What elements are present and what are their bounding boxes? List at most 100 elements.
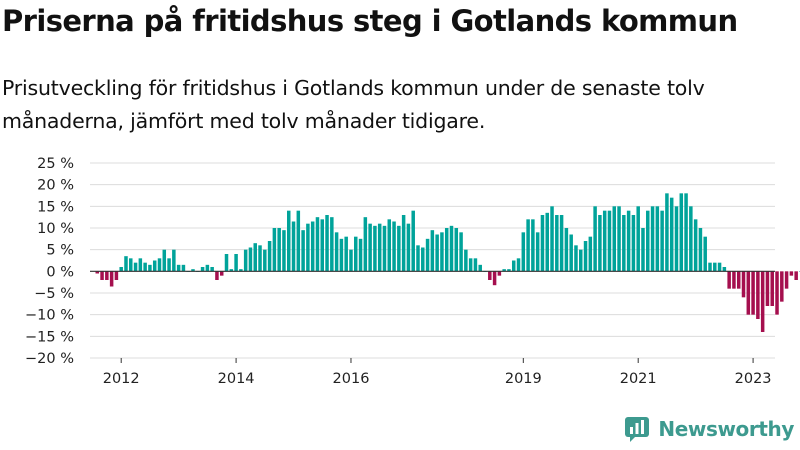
bar <box>296 210 301 272</box>
bar <box>698 228 703 272</box>
bar <box>124 256 128 272</box>
bar <box>258 245 262 272</box>
bar <box>717 262 722 272</box>
bar <box>95 271 100 274</box>
bar <box>607 210 612 272</box>
bar <box>215 271 219 280</box>
bar <box>540 215 545 272</box>
bar <box>181 264 186 272</box>
bar <box>780 271 784 302</box>
bar <box>172 249 176 272</box>
bar <box>674 206 679 272</box>
bar <box>334 232 339 272</box>
bar <box>239 269 243 272</box>
bar <box>641 228 645 272</box>
y-tick-label: −5 % <box>34 286 74 302</box>
y-tick-label: 0 % <box>46 264 74 280</box>
bar <box>765 271 770 306</box>
bar <box>253 243 257 272</box>
y-tick-label: −10 % <box>25 308 74 324</box>
bar <box>109 271 114 287</box>
x-tick-label: 2023 <box>735 371 772 387</box>
bar <box>646 210 650 272</box>
bar <box>416 245 420 272</box>
bar <box>430 230 435 272</box>
newsworthy-logo-text: Newsworthy <box>658 417 794 441</box>
bar <box>272 228 277 272</box>
bar <box>157 258 162 272</box>
bar <box>114 271 119 280</box>
bar <box>559 215 564 272</box>
bar <box>143 262 147 272</box>
bar <box>593 206 597 272</box>
bar <box>746 271 751 315</box>
bar <box>564 228 569 272</box>
bar <box>148 264 152 272</box>
bar <box>105 271 109 280</box>
bar <box>315 217 320 272</box>
bar <box>176 264 181 272</box>
x-tick-label: 2016 <box>333 371 370 387</box>
bar <box>478 264 482 272</box>
bar <box>397 225 401 272</box>
bar <box>770 271 774 306</box>
bar <box>693 219 698 272</box>
bar <box>751 271 755 315</box>
bar <box>411 210 415 272</box>
bar <box>358 238 363 272</box>
bar <box>392 221 396 272</box>
bar <box>579 249 583 272</box>
bar <box>459 232 463 272</box>
bar <box>713 262 717 272</box>
x-tick-label: 2019 <box>505 371 542 387</box>
bar <box>162 249 167 272</box>
bar <box>794 271 798 280</box>
bar <box>598 215 602 272</box>
bar <box>574 245 578 272</box>
bar-chart: 25 % 20 % 15 % 10 % 5 % 0 % −5 % −10 % −15 % −20 … <box>25 156 800 387</box>
bar <box>741 271 746 298</box>
bar <box>684 193 688 272</box>
bar <box>521 232 526 272</box>
bar <box>550 206 554 272</box>
bar <box>310 221 315 272</box>
bar <box>545 212 549 272</box>
bar <box>736 271 741 289</box>
bar <box>425 238 430 272</box>
bar <box>138 258 143 272</box>
bar <box>636 206 640 272</box>
y-tick-label: 10 % <box>37 221 74 237</box>
bar <box>516 258 521 272</box>
bar <box>401 215 406 272</box>
bar <box>531 219 535 272</box>
bar <box>100 271 104 280</box>
x-axis: 2012201420162019202120232025 <box>103 358 772 387</box>
bar <box>511 260 516 272</box>
bar <box>129 258 133 272</box>
bar <box>219 271 224 276</box>
bar <box>669 197 674 272</box>
bar <box>727 271 731 289</box>
bar <box>354 236 358 272</box>
bar <box>583 241 588 272</box>
bar <box>282 230 286 272</box>
bar <box>454 228 459 272</box>
y-axis: 25 % 20 % 15 % 10 % 5 % 0 % −5 % −10 % −15 % −20 … <box>25 156 74 367</box>
chart-subtitle: Prisutveckling för fritidshus i Gotlands… <box>2 76 705 133</box>
bar <box>631 215 636 272</box>
bar <box>703 236 707 272</box>
bar <box>502 269 506 272</box>
newsworthy-logo-icon <box>625 417 650 442</box>
bar <box>363 217 368 272</box>
bar <box>119 267 123 272</box>
bar <box>167 258 171 272</box>
bar <box>382 225 387 272</box>
bar <box>708 262 712 272</box>
bar <box>488 271 492 280</box>
bar <box>588 236 593 272</box>
bars <box>95 193 800 332</box>
bar <box>732 271 736 289</box>
bar <box>152 260 157 272</box>
y-tick-label: 20 % <box>37 178 74 194</box>
bar <box>722 267 727 272</box>
